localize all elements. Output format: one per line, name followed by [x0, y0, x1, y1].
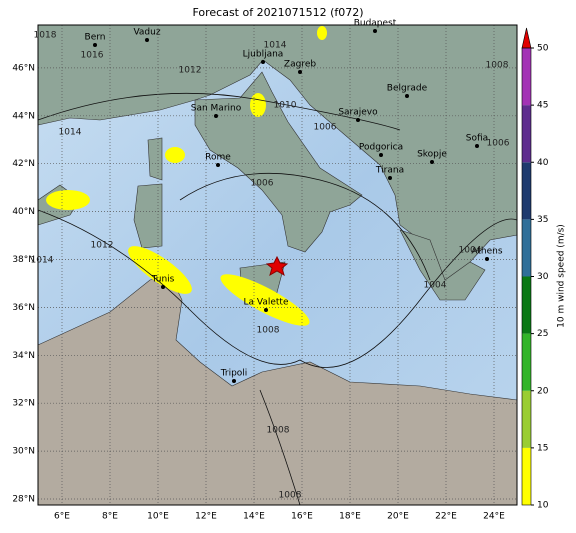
isobar-label: 1008 [486, 61, 509, 71]
isobar-label: 1012 [179, 66, 202, 76]
city-dot [373, 29, 377, 33]
location-star [265, 255, 289, 277]
map-title: Forecast of 2021071512 (f072) [192, 6, 363, 19]
y-tick-label: 34°N [12, 351, 35, 361]
isobar-label: 1014 [264, 41, 287, 51]
x-tick-label: 18°E [339, 512, 361, 522]
city-dot [232, 379, 236, 383]
city-label: Vaduz [133, 28, 160, 38]
city-label: Ljubljana [243, 50, 284, 60]
city-label: San Marino [191, 104, 242, 114]
city-label: Skopje [417, 150, 447, 160]
y-tick-label: 46°N [12, 63, 35, 73]
colorbar-segment [522, 219, 531, 277]
colorbar-tick-label: 15 [537, 443, 548, 453]
isobars [37, 92, 518, 506]
colorbar-tick-label: 20 [537, 386, 549, 396]
y-tick-label: 32°N [12, 399, 35, 409]
x-tick-label: 6°E [54, 512, 70, 522]
city-label: Tirana [375, 166, 404, 176]
colorbar-tick-label: 45 [537, 101, 548, 111]
colorbar-tick-label: 30 [537, 272, 549, 282]
colorbar-segment [522, 333, 531, 391]
city-dot [264, 308, 268, 312]
colorbar-segment [522, 390, 531, 448]
city-label: Sofia [466, 134, 488, 144]
isobar-label: 1008 [257, 326, 280, 336]
city-label: Budapest [354, 19, 397, 29]
y-tick-label: 40°N [12, 207, 35, 217]
city-label: Rome [205, 153, 231, 163]
y-tick-label: 44°N [12, 111, 35, 121]
colorbar-segment [522, 48, 531, 106]
colorbar-extension [521, 27, 532, 49]
city-dot [216, 163, 220, 167]
y-tick-label: 42°N [12, 159, 35, 169]
city-dot [214, 114, 218, 118]
city-label: Tripoli [220, 369, 248, 379]
isobar-label: 1018 [34, 31, 57, 41]
city-label: Tunis [151, 275, 175, 285]
city-dot [388, 176, 392, 180]
colorbar-segment [522, 276, 531, 334]
x-tick-label: 20°E [387, 512, 409, 522]
colorbar-label: 10 m wind speed (m/s) [557, 224, 567, 328]
x-tick-label: 10°E [147, 512, 169, 522]
x-tick-label: 8°E [102, 512, 118, 522]
wind-patches [46, 26, 327, 326]
isobar-label: 1004 [424, 281, 447, 291]
x-tick-label: 22°E [435, 512, 457, 522]
colorbar-segment [522, 105, 531, 163]
isobar-label: 1008 [267, 426, 290, 436]
city-dot [145, 38, 149, 42]
x-tick-label: 24°E [483, 512, 505, 522]
city-dot [356, 118, 360, 122]
isobar-label: 1012 [91, 241, 114, 251]
colorbar-tick-label: 10 [537, 501, 549, 511]
isobar-label: 1008 [279, 491, 302, 501]
y-tick-label: 38°N [12, 255, 35, 265]
isobar-label: 1014 [59, 128, 82, 138]
city-dot [405, 94, 409, 98]
city-dot [161, 285, 165, 289]
city-label: La Valette [244, 298, 289, 308]
colorbar-segment [522, 162, 531, 220]
city-dot [261, 60, 265, 64]
isobar-label: 1006 [314, 123, 337, 133]
x-tick-label: 14°E [243, 512, 265, 522]
city-dot [485, 257, 489, 261]
y-tick-label: 30°N [12, 447, 35, 457]
colorbar-tick-label: 50 [537, 44, 549, 54]
city-dot [379, 153, 383, 157]
isobar-label: 1010 [274, 101, 297, 111]
city-dot [298, 70, 302, 74]
map-frame [37, 24, 518, 506]
city-label: Bern [85, 33, 106, 43]
city-dot [475, 144, 479, 148]
city-dot [93, 43, 97, 47]
city-label: Podgorica [359, 143, 403, 153]
city-label: Athens [471, 247, 502, 257]
colorbar-tick-label: 35 [537, 215, 548, 225]
isobar-label: 1006 [487, 139, 510, 149]
isobar-label: 1004 [459, 246, 482, 256]
city-label: Zagreb [284, 60, 316, 70]
city-label: Sarajevo [338, 108, 378, 118]
x-tick-label: 16°E [291, 512, 313, 522]
city-dot [430, 160, 434, 164]
isobar-label: 1014 [31, 256, 54, 266]
y-tick-label: 36°N [12, 303, 35, 313]
colorbar-segment [522, 447, 531, 505]
isobar-label: 1016 [81, 51, 104, 61]
isobar-label: 1006 [251, 179, 274, 189]
city-label: Belgrade [387, 84, 428, 94]
x-tick-label: 12°E [195, 512, 217, 522]
y-tick-label: 28°N [12, 495, 35, 505]
colorbar-tick-label: 25 [537, 329, 548, 339]
graticule [38, 25, 517, 505]
colorbar-tick-label: 40 [537, 158, 549, 168]
